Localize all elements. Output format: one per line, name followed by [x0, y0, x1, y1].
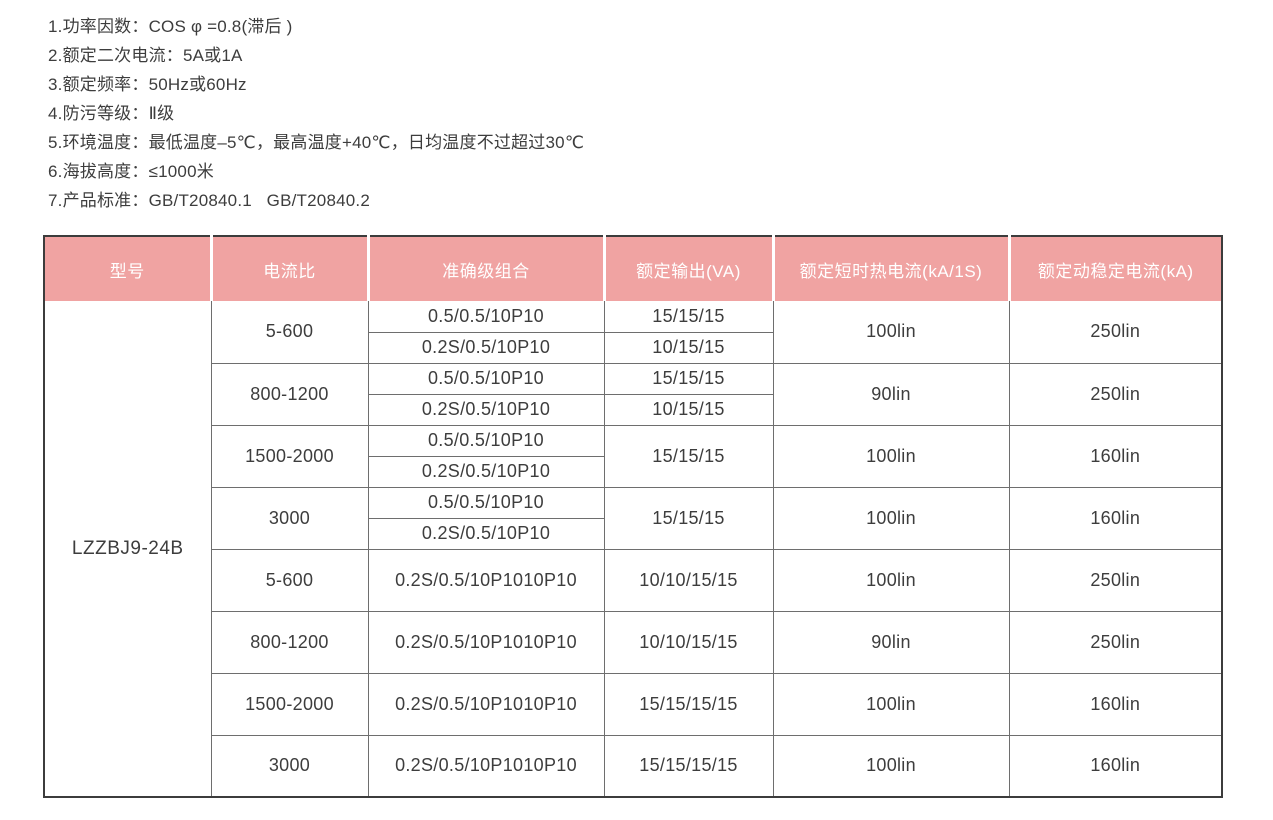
current-ratio-cell: 800-1200 [210, 610, 369, 674]
table-row: 3000 0.2S/0.5/10P1010P10 15/15/15/15 100lin… [44, 734, 1223, 798]
accuracy-class-cell: 0.2S/0.5/10P10 [367, 455, 605, 488]
current-ratio-cell: 800-1200 [210, 362, 369, 426]
thermal-current-cell: 100lin [772, 301, 1010, 364]
current-ratio-cell: 1500-2000 [210, 424, 369, 488]
header-cell: 型号 [44, 236, 211, 301]
rated-output-cell: 15/15/15 [603, 486, 774, 550]
current-ratio-cell: 1500-2000 [210, 672, 369, 736]
accuracy-class-cell: 0.2S/0.5/10P10 [367, 331, 605, 364]
dynamic-current-cell: 250lin [1008, 548, 1223, 612]
note-line: 5.环境温度：最低温度–5℃，最高温度+40℃，日均温度不过超过30℃ [48, 133, 585, 152]
accuracy-class-cell: 0.2S/0.5/10P1010P10 [367, 548, 605, 612]
header-cell: 准确级组合 [366, 236, 604, 301]
current-ratio-cell: 3000 [210, 734, 369, 798]
thermal-current-cell: 100lin [772, 672, 1010, 736]
rated-output-cell: 10/15/15 [603, 393, 774, 426]
note-line: 3.额定频率：50Hz或60Hz [48, 75, 247, 94]
note-line: 7.产品标准：GB/T20840.1 GB/T20840.2 [48, 191, 370, 210]
rated-output-cell: 15/15/15/15 [603, 734, 774, 798]
thermal-current-cell: 90lin [772, 362, 1010, 426]
thermal-current-cell: 100lin [772, 734, 1010, 798]
accuracy-class-cell: 0.2S/0.5/10P1010P10 [367, 672, 605, 736]
header-cell: 额定动稳定电流(kA) [1007, 236, 1222, 301]
thermal-current-cell: 90lin [772, 610, 1010, 674]
rated-output-cell: 15/15/15/15 [603, 672, 774, 736]
header-cell: 电流比 [209, 236, 368, 301]
accuracy-class-cell: 0.5/0.5/10P10 [367, 301, 605, 333]
dynamic-current-cell: 160lin [1008, 486, 1223, 550]
rated-output-cell: 15/15/15 [603, 301, 774, 333]
table-row: 0.2S/0.5/10P10 [44, 517, 1222, 550]
dynamic-current-cell: 250lin [1008, 610, 1223, 674]
note-line: 2.额定二次电流：5A或1A [48, 46, 243, 65]
thermal-current-cell: 100lin [772, 424, 1010, 488]
notes-list: 1.功率因数：COS φ =0.8(滞后 ) 2.额定二次电流：5A或1A 3.额定… [0, 0, 1273, 215]
dynamic-current-cell: 160lin [1008, 734, 1223, 798]
current-ratio-cell: 3000 [210, 486, 369, 550]
spec-table: 型号 电流比 准确级组合 额定输出(VA) 额定短时热电流(kA/1S) 额定动稳定电流(… [43, 235, 1223, 798]
table-row: 0.2S/0.5/10P10 10/15/15 [44, 331, 1222, 364]
dynamic-current-cell: 250lin [1008, 362, 1223, 426]
rated-output-cell: 10/15/15 [603, 331, 774, 364]
spec-table-body: LZZBJ9-24B 5-600 0.5/0.5/10P10 15/15/15 100l… [43, 301, 1223, 798]
accuracy-class-cell: 0.2S/0.5/10P10 [367, 517, 605, 550]
dynamic-current-cell: 250lin [1008, 301, 1223, 364]
thermal-current-cell: 100lin [772, 548, 1010, 612]
thermal-current-cell: 100lin [772, 486, 1010, 550]
rated-output-cell: 10/10/15/15 [603, 610, 774, 674]
accuracy-class-cell: 0.2S/0.5/10P1010P10 [367, 610, 605, 674]
note-line: 4.防污等级：Ⅱ级 [48, 104, 175, 123]
dynamic-current-cell: 160lin [1008, 672, 1223, 736]
table-row: 1500-2000 0.5/0.5/10P10 15/15/15 100lin 160l… [44, 424, 1223, 488]
table-row: 5-600 0.2S/0.5/10P1010P10 10/10/15/15 100li… [44, 548, 1223, 612]
table-row: 800-1200 0.2S/0.5/10P1010P10 10/10/15/15 90… [44, 610, 1223, 674]
note-line: 6.海拔高度：≤1000米 [48, 162, 214, 181]
dynamic-current-cell: 160lin [1008, 424, 1223, 488]
header-cell: 额定短时热电流(kA/1S) [771, 236, 1009, 301]
spec-table-container: 型号 电流比 准确级组合 额定输出(VA) 额定短时热电流(kA/1S) 额定动稳定电流(… [43, 235, 1223, 798]
accuracy-class-cell: 0.5/0.5/10P10 [367, 486, 605, 519]
rated-output-cell: 10/10/15/15 [603, 548, 774, 612]
current-ratio-cell: 5-600 [210, 548, 369, 612]
rated-output-cell: 15/15/15 [603, 424, 774, 488]
header-cell: 额定输出(VA) [602, 236, 773, 301]
rated-output-cell: 15/15/15 [603, 362, 774, 395]
model-cell: LZZBJ9-24B [43, 301, 212, 798]
current-ratio-cell: 5-600 [210, 301, 369, 364]
table-row: 0.2S/0.5/10P10 [44, 455, 1222, 488]
accuracy-class-cell: 0.2S/0.5/10P1010P10 [367, 734, 605, 798]
table-row: 1500-2000 0.2S/0.5/10P1010P10 15/15/15/15 1… [44, 672, 1223, 736]
accuracy-class-cell: 0.2S/0.5/10P10 [367, 393, 605, 426]
table-row: LZZBJ9-24B 5-600 0.5/0.5/10P10 15/15/15 100l… [43, 301, 1223, 798]
accuracy-class-cell: 0.5/0.5/10P10 [367, 362, 605, 395]
table-row: 800-1200 0.5/0.5/10P10 15/15/15 90lin 250lin [44, 362, 1223, 426]
accuracy-class-cell: 0.5/0.5/10P10 [367, 424, 605, 457]
table-header-row: 型号 电流比 准确级组合 额定输出(VA) 额定短时热电流(kA/1S) 额定动稳定电流(… [44, 236, 1222, 301]
note-line: 1.功率因数：COS φ =0.8(滞后 ) [48, 17, 293, 36]
table-row: 3000 0.5/0.5/10P10 15/15/15 100lin 160lin [44, 486, 1223, 550]
